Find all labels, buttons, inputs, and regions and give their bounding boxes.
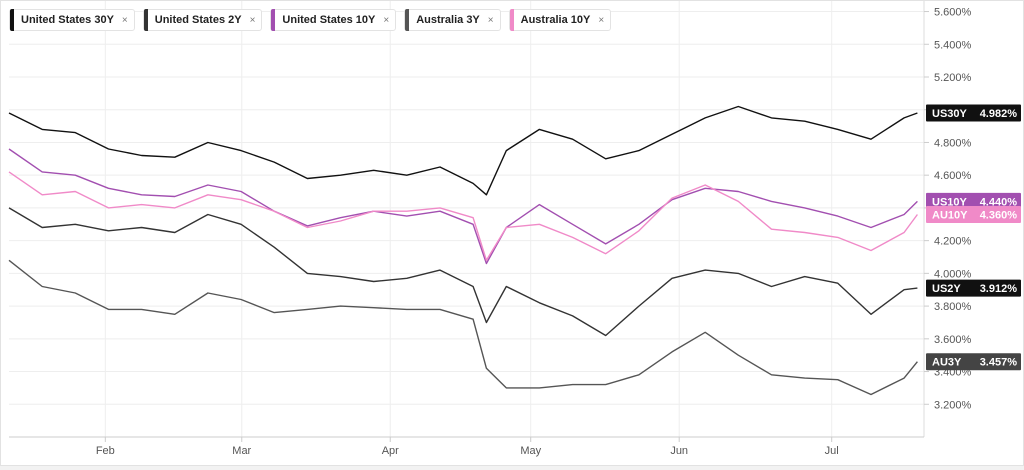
legend-chip-us2y[interactable]: United States 2Y × (142, 9, 263, 31)
legend-label: United States 2Y (154, 14, 242, 26)
series-swatch (10, 9, 14, 31)
badge-bg (926, 279, 1021, 297)
close-icon[interactable]: × (383, 14, 390, 26)
y-tick-label: 3.800% (934, 301, 972, 313)
last-value-badge: AU3Y 3.457% (926, 353, 1021, 371)
badge-value: 3.912% (980, 283, 1018, 295)
badge-tag: US2Y (932, 283, 961, 295)
close-icon[interactable]: × (121, 14, 128, 26)
badge-tag: US10Y (932, 196, 968, 208)
legend-label: United States 10Y (282, 14, 376, 26)
series-line (8, 259, 918, 396)
badge-bg (926, 205, 1021, 223)
series-swatch (271, 9, 276, 31)
series-line (8, 105, 918, 196)
legend-label: United States 30Y (21, 14, 114, 26)
series-lines (8, 105, 918, 396)
last-value-badge: US2Y 3.912% (926, 279, 1021, 297)
legend-label: Australia 3Y (416, 14, 480, 26)
y-tick-label: 4.200% (934, 236, 972, 248)
legend-chip-us30y[interactable]: United States 30Y × (9, 9, 135, 31)
badge-value: 4.440% (980, 196, 1018, 208)
x-tick-label: May (520, 445, 541, 457)
legend-label: Australia 10Y (520, 14, 591, 26)
y-tick-label: 4.800% (934, 137, 972, 149)
vertical-gridlines (104, 1, 833, 437)
y-tick-label: 3.600% (934, 334, 972, 346)
badge-tag: US30Y (932, 108, 968, 120)
x-tick-label: Apr (382, 445, 399, 457)
series-swatch (143, 9, 148, 31)
badge-tag: AU10Y (932, 209, 968, 221)
badge-value: 4.360% (980, 209, 1018, 221)
close-icon[interactable]: × (487, 14, 494, 26)
series-line (8, 171, 918, 261)
badge-value: 4.982% (980, 108, 1018, 120)
x-tick-label: Feb (96, 445, 115, 457)
y-tick-label: 4.000% (934, 268, 972, 280)
x-tick-label: Jul (825, 445, 839, 457)
close-icon[interactable]: × (249, 14, 256, 26)
badge-bg (926, 104, 1021, 122)
series-line (8, 207, 918, 337)
y-tick-label: 5.600% (934, 7, 972, 19)
series-swatch (405, 9, 410, 31)
x-tick-label: Jun (670, 445, 688, 457)
y-tick-label: 5.400% (934, 39, 972, 51)
legend-chip-au3y[interactable]: Australia 3Y × (404, 9, 501, 31)
horizontal-gridlines (9, 11, 924, 405)
x-tick-label: Mar (232, 445, 251, 457)
close-icon[interactable]: × (598, 14, 605, 26)
series-swatch (509, 9, 514, 31)
legend-chip-us10y[interactable]: United States 10Y × (270, 9, 397, 31)
series-line (8, 148, 918, 265)
badge-value: 3.457% (980, 357, 1018, 369)
badge-bg (926, 353, 1021, 371)
legend: United States 30Y × United States 2Y × U… (9, 9, 612, 31)
last-value-badge: AU10Y 4.360% (926, 205, 1021, 223)
y-tick-label: 5.200% (934, 72, 972, 84)
last-value-badge: US30Y 4.982% (926, 104, 1021, 122)
y-tick-label: 4.600% (934, 170, 972, 182)
x-axis: Feb Mar Apr May Jun Jul (9, 436, 924, 457)
last-value-badges: US30Y 4.982% US10Y 4.440% AU10Y 4.360% US2Y 3.9… (926, 104, 1021, 371)
y-tick-label: 3.200% (934, 399, 972, 411)
badge-tag: AU3Y (932, 357, 962, 369)
last-value-badge: US10Y 4.440% (926, 192, 1021, 210)
badge-bg (926, 192, 1021, 210)
legend-chip-au10y[interactable]: Australia 10Y × (508, 9, 612, 31)
